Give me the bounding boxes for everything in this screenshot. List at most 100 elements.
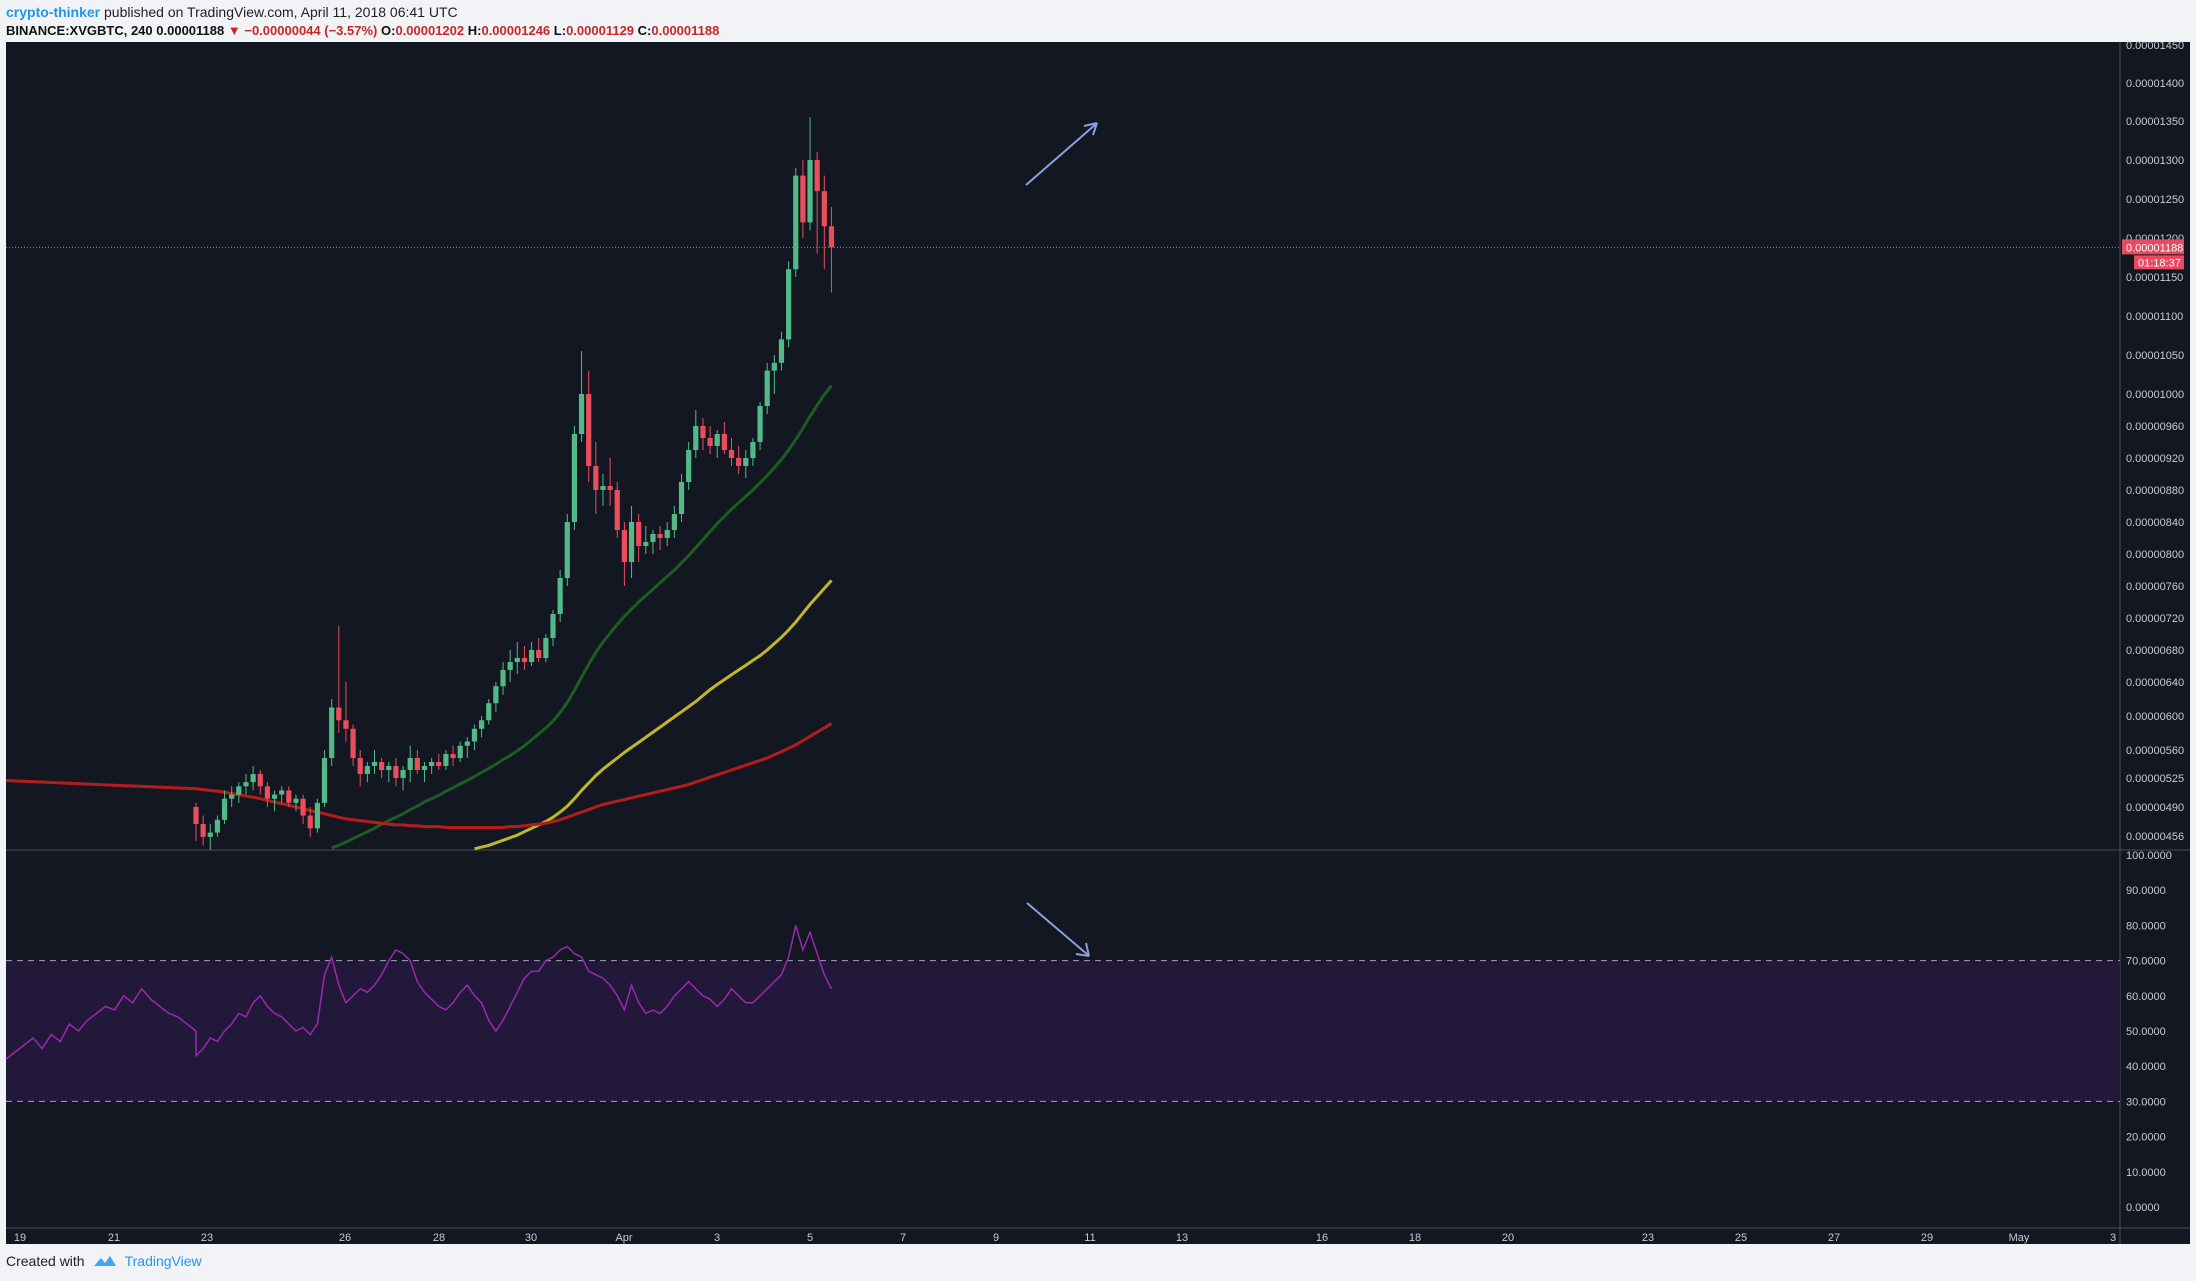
candle-body: [786, 269, 792, 340]
author-link[interactable]: crypto-thinker: [6, 4, 101, 20]
candle-body: [436, 762, 442, 766]
candle: [650, 530, 656, 554]
price-tick-label: 0.00001100: [2126, 311, 2183, 323]
candle-body: [286, 790, 292, 803]
candle: [736, 446, 742, 474]
price-tick-label: 0.00000640: [2126, 677, 2184, 689]
rsi-tick-label: 20.0000: [2126, 1132, 2166, 1144]
candle-body: [736, 458, 742, 466]
price-tick-label: 0.00000680: [2126, 645, 2184, 657]
candle-body: [386, 766, 392, 770]
time-tick-label: 29: [1921, 1232, 1933, 1244]
candle: [671, 506, 677, 538]
candle-body: [493, 686, 499, 704]
tradingview-logo-icon: [93, 1256, 116, 1266]
candle-body: [407, 758, 413, 770]
candle: [707, 426, 713, 454]
candle-body: [214, 819, 221, 833]
candle-body: [307, 815, 313, 829]
candle: [457, 741, 463, 762]
price-trend-arrow: [1025, 123, 1097, 186]
candle: [743, 450, 749, 478]
candle: [264, 782, 270, 807]
candle: [443, 750, 449, 770]
candle: [643, 526, 649, 554]
candle-body: [479, 720, 485, 729]
price-tick-label: 0.00000800: [2126, 549, 2184, 561]
candle-body: [243, 782, 249, 787]
candle: [364, 762, 370, 783]
price-tick-label: 0.00001000: [2126, 389, 2184, 401]
time-tick-label: 13: [1176, 1232, 1188, 1244]
candle-body: [621, 530, 627, 562]
ema-yellow-line: [474, 579, 833, 851]
time-tick-label: May: [2009, 1232, 2030, 1244]
high-value: 0.00001246: [481, 23, 551, 38]
candle: [507, 650, 513, 682]
footer: Created with TradingView: [6, 1253, 202, 1269]
time-tick-label: 3: [2110, 1232, 2116, 1244]
candle: [800, 160, 806, 238]
candle: [614, 482, 620, 538]
price-tick-label: 0.00000840: [2126, 517, 2184, 529]
candle-body: [393, 766, 399, 778]
time-tick-label: 27: [1828, 1232, 1840, 1244]
axes: 19 21 23 26 28 30 Apr 3 5 7 9 11 13 16 18 20 23 25 27 29 May…: [14, 1232, 2116, 1244]
candle: [279, 786, 285, 803]
time-tick-label: 26: [339, 1232, 351, 1244]
candle: [750, 438, 756, 466]
rsi-tick-label: 10.0000: [2126, 1167, 2166, 1179]
candle: [221, 790, 228, 825]
candle-body: [757, 406, 763, 442]
price-tick-label: 0.00000600: [2126, 711, 2184, 723]
candle: [814, 152, 820, 254]
price-tick-label: 0.00001400: [2126, 78, 2184, 90]
candle: [636, 514, 642, 562]
time-tick-label: 21: [108, 1232, 120, 1244]
candle: [350, 724, 356, 766]
candle: [271, 790, 278, 812]
rsi-tick-label: 60.0000: [2126, 991, 2166, 1003]
candle: [229, 786, 235, 807]
candle: [236, 782, 242, 803]
publish-info: crypto-thinker published on TradingView.…: [6, 4, 458, 20]
candle-body: [678, 482, 685, 514]
candle: [357, 750, 363, 787]
candle-body: [521, 658, 528, 662]
candle: [321, 750, 328, 807]
candle-body: [614, 490, 620, 530]
candle-body: [793, 175, 799, 270]
candle-body: [586, 394, 592, 466]
candle: [593, 442, 599, 514]
candle: [607, 458, 613, 506]
candle-body: [343, 720, 349, 729]
candle: [214, 815, 221, 837]
candle: [657, 526, 663, 550]
created-with-text: Created with: [6, 1253, 85, 1269]
candle-body: [236, 786, 242, 795]
candle-body: [821, 191, 827, 227]
published-text: published on TradingView.com, April 11, …: [104, 4, 458, 20]
candle-body: [657, 534, 663, 538]
candle-body: [778, 339, 785, 363]
rsi-tick-label: 100.0000: [2126, 850, 2172, 862]
time-tick-label: 28: [433, 1232, 445, 1244]
tradingview-link[interactable]: TradingView: [124, 1253, 202, 1269]
candle: [757, 402, 763, 450]
candle-body: [750, 442, 756, 458]
price-arrow-head: [1083, 122, 1098, 136]
annotations: 0.00001188 01:18:37: [6, 122, 2184, 957]
candle-body: [807, 160, 813, 223]
candle: [329, 699, 335, 766]
candle: [471, 724, 478, 750]
open-value: 0.00001202: [395, 23, 465, 38]
candle: [621, 522, 627, 586]
candle: [828, 206, 835, 293]
time-tick-label: 7: [900, 1232, 906, 1244]
candle: [464, 737, 470, 758]
candle-body: [329, 707, 335, 758]
candle: [436, 754, 442, 770]
candle: [336, 626, 342, 733]
candle-body: [771, 362, 777, 371]
